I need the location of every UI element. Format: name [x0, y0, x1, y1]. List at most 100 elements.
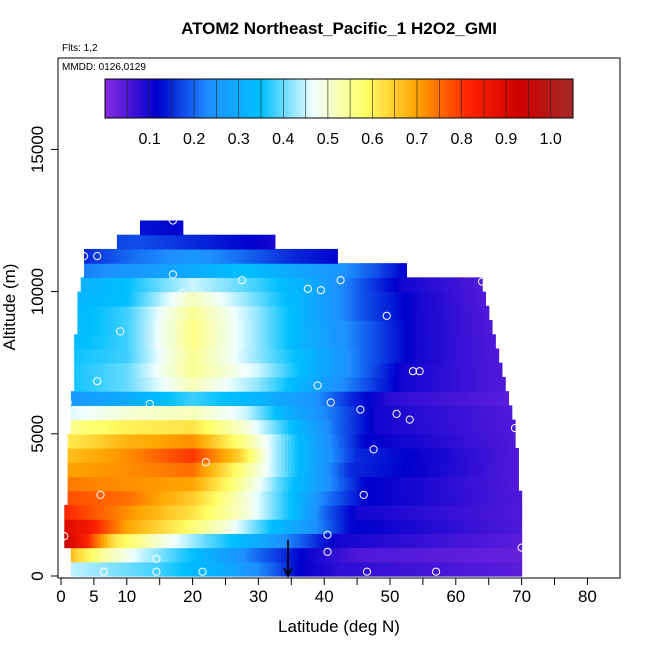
heatmap-cell — [449, 348, 454, 364]
heatmap-cell — [465, 547, 470, 563]
heatmap-cell — [462, 391, 467, 406]
heatmap-cell — [123, 561, 128, 577]
heatmap-cell — [103, 263, 108, 278]
heatmap-cell — [146, 547, 151, 563]
heatmap-cell — [472, 277, 477, 293]
heatmap-cell — [261, 320, 266, 335]
heatmap-cell — [212, 561, 217, 577]
heatmap-cell — [409, 277, 414, 293]
heatmap-cell — [209, 419, 213, 435]
heatmap-cell — [396, 334, 401, 350]
heatmap-cell — [245, 277, 250, 293]
heatmap-cell — [304, 362, 309, 378]
heatmap-cell — [248, 476, 253, 492]
heatmap-cell — [337, 519, 342, 534]
heatmap-cell — [264, 334, 269, 350]
heatmap-cell — [90, 263, 95, 278]
heatmap-cell — [103, 476, 108, 492]
heatmap-cell — [235, 320, 240, 335]
heatmap-cell — [67, 476, 72, 492]
heatmap-cell — [455, 490, 460, 506]
heatmap-cell — [373, 533, 378, 549]
heatmap-cell — [162, 248, 167, 264]
heatmap-cell — [304, 348, 309, 364]
heatmap-cell — [360, 334, 365, 350]
heatmap-cell — [330, 291, 335, 307]
heatmap-cell — [357, 547, 361, 563]
heatmap-cell — [107, 391, 111, 406]
heatmap-cell — [478, 561, 483, 577]
heatmap-cell — [386, 419, 391, 435]
heatmap-cell — [261, 263, 266, 278]
heatmap-cell — [445, 348, 450, 364]
heatmap-cell — [366, 433, 371, 449]
heatmap-cell — [225, 490, 230, 506]
heatmap-cell — [284, 248, 289, 264]
heatmap-cell — [271, 348, 276, 364]
data-point — [63, 398, 72, 407]
heatmap-cell — [281, 419, 286, 435]
colorbar-segment — [155, 79, 161, 118]
heatmap-cell — [508, 490, 513, 506]
heatmap-cell — [268, 291, 273, 307]
heatmap-cell — [199, 504, 204, 520]
heatmap-cell — [192, 419, 197, 435]
colorbar-segment — [202, 79, 207, 118]
heatmap-cell — [143, 391, 148, 406]
heatmap-cell — [353, 305, 358, 321]
heatmap-cell — [462, 462, 467, 478]
heatmap-cell — [390, 561, 394, 577]
heatmap-cell — [366, 405, 371, 421]
heatmap-cell — [255, 490, 259, 506]
heatmap-cell — [340, 504, 345, 520]
heatmap-cell — [327, 263, 332, 278]
heatmap-cell — [186, 476, 190, 492]
heatmap-cell — [462, 490, 467, 506]
colorbar-segment — [420, 79, 426, 118]
heatmap-cell — [343, 419, 348, 435]
heatmap-cell — [472, 547, 477, 563]
heatmap-cell — [235, 419, 240, 435]
heatmap-cell — [294, 448, 299, 463]
heatmap-cell — [366, 334, 371, 350]
heatmap-cell — [107, 419, 111, 435]
heatmap-cell — [116, 263, 121, 278]
heatmap-cell — [357, 533, 361, 549]
heatmap-cell — [110, 462, 115, 478]
heatmap-cell — [390, 291, 394, 307]
heatmap-cell — [149, 462, 154, 478]
heatmap-cell — [136, 391, 141, 406]
heatmap-cell — [241, 263, 246, 278]
heatmap-cell — [97, 519, 102, 534]
heatmap-cell — [360, 519, 365, 534]
heatmap-cell — [110, 561, 115, 577]
heatmap-cell — [225, 248, 230, 264]
heatmap-cell — [261, 490, 266, 506]
heatmap-cell — [225, 419, 230, 435]
heatmap-cell — [159, 305, 164, 321]
heatmap-cell — [120, 462, 125, 478]
y-tick-label: 15000 — [28, 126, 47, 173]
heatmap-cell — [232, 305, 236, 321]
heatmap-cell — [186, 391, 190, 406]
heatmap-cell — [232, 263, 236, 278]
heatmap-cell — [278, 391, 283, 406]
heatmap-cell — [238, 433, 243, 449]
heatmap-cell — [169, 504, 174, 520]
heatmap-cell — [383, 561, 388, 577]
heatmap-cell — [90, 433, 95, 449]
heatmap-cell — [268, 362, 273, 378]
heatmap-cell — [258, 533, 263, 549]
heatmap-cell — [347, 362, 352, 378]
heatmap-cell — [343, 547, 348, 563]
heatmap-cell — [478, 547, 483, 563]
heatmap-cell — [278, 561, 283, 577]
heatmap-cell — [212, 376, 217, 392]
heatmap-cell — [399, 476, 404, 492]
heatmap-cell — [350, 547, 355, 563]
heatmap-cell — [393, 263, 398, 278]
heatmap-cell — [363, 277, 368, 293]
heatmap-cell — [403, 376, 408, 392]
heatmap-cell — [182, 504, 187, 520]
heatmap-cell — [166, 277, 171, 293]
